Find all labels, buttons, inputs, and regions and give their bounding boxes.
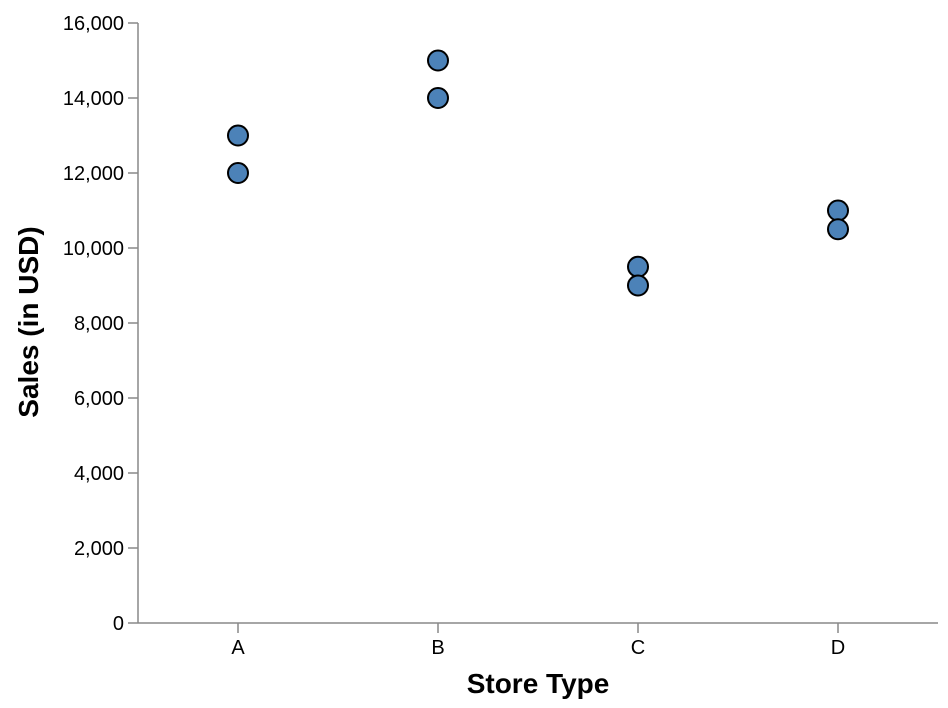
y-tick-label: 6,000 (74, 388, 124, 410)
x-tick-label: B (431, 637, 444, 659)
y-tick-label: 8,000 (74, 313, 124, 335)
data-point (627, 255, 649, 278)
y-tick-label: 0 (113, 613, 124, 635)
data-point (827, 218, 849, 241)
data-point (427, 87, 449, 109)
y-axis: 0 2,000 4,000 6,000 8,000 10,000 12,000 14,000 1… (63, 13, 139, 635)
y-tick-label: 16,000 (63, 13, 124, 35)
x-tick-label: C (631, 637, 645, 659)
x-axis-title: Store Type (467, 668, 610, 699)
data-point (227, 162, 249, 184)
y-tick-label: 12,000 (63, 163, 124, 185)
data-point (427, 49, 449, 72)
y-tick-label: 2,000 (74, 538, 124, 560)
data-points (227, 49, 849, 297)
x-tick-label: A (231, 637, 245, 659)
data-point (827, 199, 849, 222)
x-tick-label: D (831, 637, 845, 659)
y-tick-label: 14,000 (63, 88, 124, 110)
data-point (627, 274, 649, 297)
data-point (227, 124, 249, 147)
y-axis-title: Sales (in USD) (13, 226, 44, 417)
y-tick-label: 10,000 (63, 238, 124, 260)
y-tick-label: 4,000 (74, 463, 124, 485)
x-axis: A B C D (138, 622, 938, 659)
